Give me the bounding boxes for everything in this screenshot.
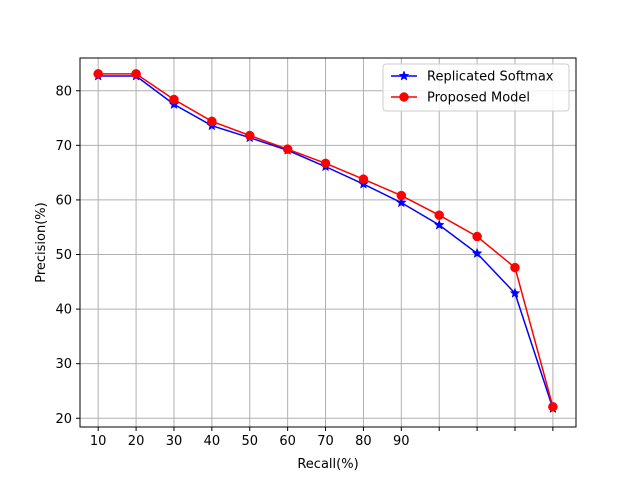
y-tick-label: 20 — [55, 412, 72, 427]
y-axis: 20 30 40 50 60 70 80 — [55, 84, 80, 427]
data-point — [320, 158, 331, 169]
data-point — [510, 262, 520, 273]
series-layer — [92, 69, 559, 414]
y-tick-label: 50 — [55, 248, 72, 263]
data-point — [245, 130, 255, 141]
data-point — [93, 69, 103, 79]
x-tick-label: 40 — [204, 434, 221, 449]
legend-item: Replicated Softmax — [391, 70, 554, 85]
y-tick-label: 60 — [55, 193, 72, 208]
data-point — [434, 210, 444, 220]
x-tick-label: 30 — [166, 434, 183, 449]
data-point — [282, 144, 293, 154]
data-point — [207, 116, 217, 127]
x-tick-label: 70 — [317, 434, 334, 449]
legend-marker — [399, 92, 409, 102]
legend-marker — [398, 70, 410, 81]
x-tick-label: 10 — [90, 434, 107, 449]
x-axis-label: Recall(%) — [297, 457, 358, 472]
x-tick-label: 20 — [128, 434, 145, 449]
x-axis: 10 20 30 40 50 60 70 80 90 — [90, 427, 554, 449]
data-point — [471, 247, 483, 259]
data-point — [131, 69, 141, 79]
data-point — [169, 94, 179, 105]
legend-label: Replicated Softmax — [427, 70, 554, 85]
legend-box — [382, 63, 570, 112]
data-point — [509, 287, 521, 298]
data-point — [433, 219, 445, 230]
series-proposed-model — [93, 69, 558, 412]
x-tick-label: 50 — [241, 434, 258, 449]
grid-lines — [80, 58, 576, 427]
plot-frame — [79, 57, 577, 428]
y-tick-label: 40 — [55, 303, 72, 318]
x-tick-label: 60 — [279, 434, 296, 449]
x-tick-label: 80 — [355, 434, 372, 449]
data-point — [548, 402, 558, 412]
data-point — [358, 174, 369, 184]
y-tick-label: 30 — [55, 357, 72, 372]
data-point — [395, 196, 407, 208]
y-tick-label: 80 — [55, 84, 72, 99]
legend: Replicated Softmax Proposed Model — [382, 63, 570, 112]
y-tick-label: 70 — [55, 139, 72, 154]
legend-item: Proposed Model — [391, 91, 530, 106]
data-point — [396, 190, 407, 201]
data-point — [472, 231, 482, 242]
y-axis-label: Precision(%) — [34, 202, 49, 283]
x-tick-label: 90 — [393, 434, 410, 449]
legend-label: Proposed Model — [427, 91, 530, 106]
